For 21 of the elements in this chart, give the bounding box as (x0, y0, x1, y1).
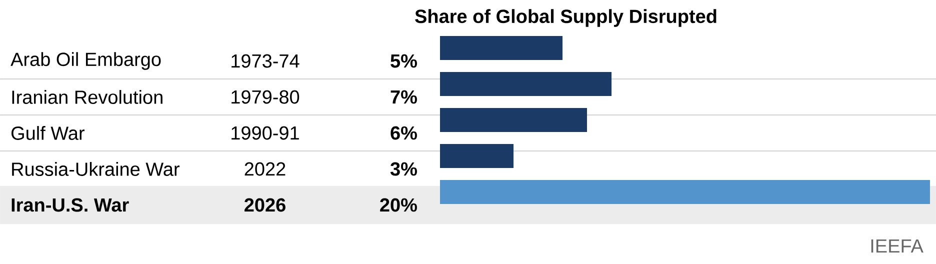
data-label: 7% (390, 90, 417, 104)
bar (440, 144, 514, 168)
bar (440, 108, 587, 132)
data-label: 3% (390, 162, 417, 176)
data-label: 5% (390, 54, 417, 68)
text: IEEFA (871, 239, 924, 253)
y-tick-label: Iran-U.S. War (12, 198, 129, 212)
text: 2022 (244, 162, 286, 176)
data-label: 20% (380, 198, 417, 212)
y-tick-label: Arab Oil Embargo (10, 52, 161, 70)
bar (440, 72, 612, 96)
text: 1990-91 (232, 126, 299, 140)
text: 1979-80 (232, 90, 300, 104)
y-tick-label: Iranian Revolution (12, 90, 162, 104)
text: 1973-74 (232, 54, 300, 68)
bar (440, 36, 562, 60)
y-tick-label: Gulf War (12, 126, 84, 140)
data-label: 6% (390, 126, 417, 140)
y-tick-label: Russia-Ukraine War (12, 162, 180, 176)
chart-title: Share of Global Supply Disrupted (415, 9, 716, 27)
text: 2026 (244, 198, 286, 212)
